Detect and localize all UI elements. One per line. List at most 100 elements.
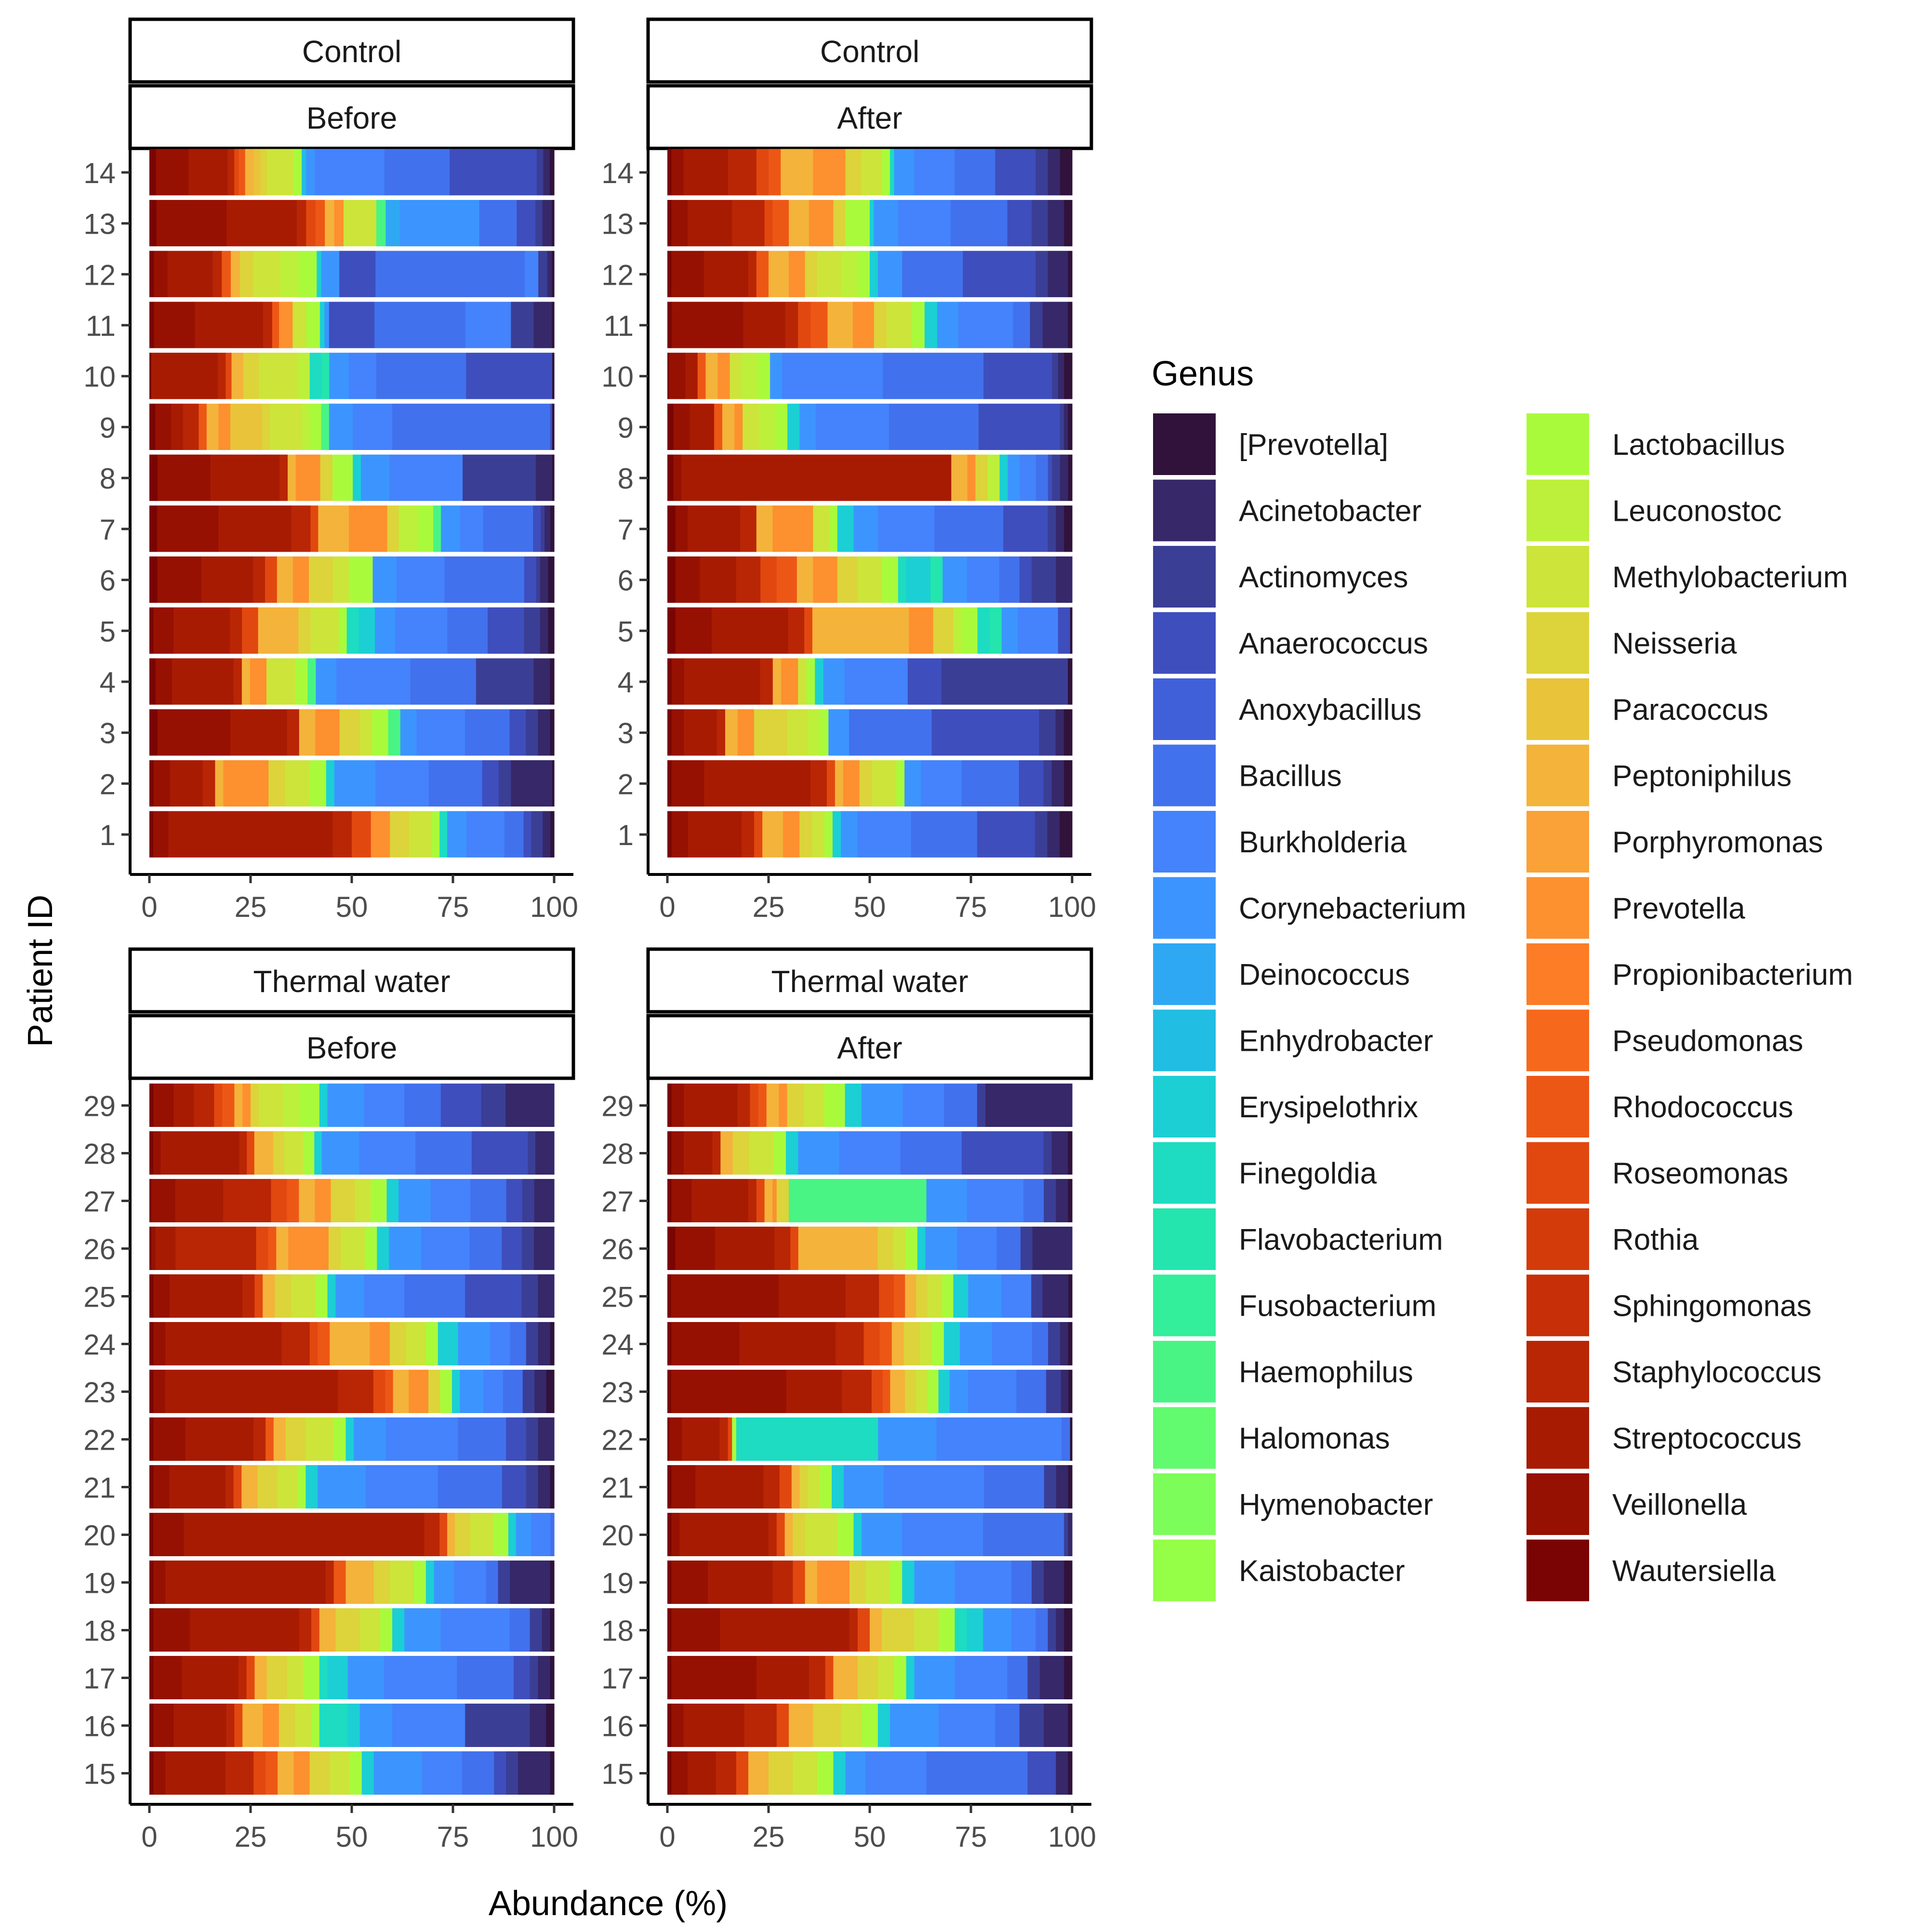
bar-segment-veillonella — [671, 1703, 684, 1748]
legend-swatch — [1153, 1274, 1216, 1337]
bar-segment-actinomyces — [521, 1274, 538, 1319]
bar-segment-roseomonas — [790, 1226, 799, 1271]
bar-segment-prevotella — [1068, 403, 1073, 451]
bar-segment-actinomyces — [526, 709, 538, 756]
bar-segment-wautersiella — [667, 607, 676, 654]
bar-segment-prevotella — [550, 1322, 555, 1366]
y-tick-label: 7 — [100, 514, 116, 546]
bar-segment-prevotella — [552, 403, 555, 451]
bar-segment-veillonella — [671, 1608, 720, 1653]
bar-segment-staphylococcus — [253, 1417, 266, 1462]
bar-segment-wautersiella — [149, 1226, 152, 1271]
bar-patient-29 — [149, 1083, 555, 1128]
bar-segment-staphylococcus — [242, 1274, 255, 1319]
bar-patient-13 — [667, 199, 1073, 247]
bar-segment-veillonella — [671, 1560, 708, 1605]
bar-segment-bacillus — [550, 1512, 555, 1557]
bar-segment-neisseria — [837, 556, 858, 604]
bar-segment-peptoniphilus — [234, 1083, 243, 1128]
bar-segment-peptoniphilus — [447, 1512, 455, 1557]
bar-segment-methylobacterium — [813, 505, 830, 553]
bar-segment-staphylococcus — [253, 556, 265, 604]
bar-segment-streptococcus — [691, 1178, 749, 1223]
bar-segment-veillonella — [153, 1131, 161, 1176]
bar-segment-veillonella — [671, 1512, 680, 1557]
bar-segment-bacillus — [934, 505, 1004, 553]
bar-segment-bacillus — [1016, 1369, 1047, 1414]
bar-segment-enhydrobacter — [302, 149, 306, 196]
bar-segment-streptococcus — [681, 454, 952, 502]
bar-segment-finegoldia — [439, 811, 448, 858]
bar-segment-prevotella — [967, 454, 976, 502]
bar-segment-streptococcus — [173, 607, 230, 654]
bar-segment-rhodococcus — [879, 1322, 892, 1366]
bar-segment-bacillus — [1062, 1417, 1071, 1462]
bar-segment-roseomonas — [310, 505, 318, 553]
bar-segment-neisseria — [849, 1560, 866, 1605]
bar-segment-staphylococcus — [332, 811, 352, 858]
bar-segment-anaerococcus — [482, 760, 499, 807]
bar-segment-anaerococcus — [488, 607, 524, 654]
legend-label: Burkholderia — [1239, 826, 1407, 859]
bar-segment-finegoldia — [736, 1417, 878, 1462]
bar-segment-roseomonas — [779, 1465, 792, 1509]
bar-segment-veillonella — [153, 1560, 166, 1605]
bar-segment-staphylococcus — [836, 1322, 864, 1366]
bar-segment-methylobacterium — [812, 811, 825, 858]
bar-segment-veillonella — [153, 1083, 174, 1128]
bar-segment-peptoniphilus — [231, 353, 244, 400]
y-tick-label: 24 — [601, 1329, 634, 1361]
legend-swatch — [1526, 1076, 1589, 1138]
bar-segment-roseomonas — [373, 1369, 385, 1414]
bar-segment-lactobacillus — [295, 658, 308, 705]
legend-label: Rhodococcus — [1612, 1091, 1793, 1124]
bar-segment-methylobacterium — [798, 658, 807, 705]
y-tick-label: 8 — [100, 463, 116, 495]
bar-segment-prevotella — [263, 1703, 279, 1748]
bar-segment-methylobacterium — [266, 658, 296, 705]
bar-segment-lactobacillus — [432, 811, 440, 858]
bar-segment-wautersiella — [149, 607, 154, 654]
legend-swatch — [1526, 1341, 1589, 1403]
bar-segment-wautersiella — [149, 1178, 152, 1223]
bar-segment-prevotella — [315, 1178, 332, 1223]
bar-segment-rhodococcus — [769, 149, 781, 196]
bar-segment-bacillus — [415, 1131, 472, 1176]
legend-item: Acinetobacter — [1153, 479, 1421, 542]
bar-segment-actinomyces — [526, 1322, 539, 1366]
bar-segment-prevotella — [843, 760, 860, 807]
bar-segment-anaerococcus — [502, 1465, 527, 1509]
legend-swatch — [1153, 1341, 1216, 1403]
legend-item: Staphylococcus — [1526, 1341, 1821, 1403]
bar-segment-corynebacterium — [321, 251, 340, 298]
y-tick-label: 7 — [618, 514, 634, 546]
legend-item: Kaistobacter — [1153, 1539, 1405, 1601]
bar-segment-prevotella — [717, 353, 730, 400]
bar-segment-staphylococcus — [212, 251, 222, 298]
bar-patient-22 — [667, 1417, 1073, 1462]
bar-segment-corynebacterium — [823, 658, 845, 705]
bar-segment-acinetobacter — [533, 302, 552, 349]
bar-segment-erysipelothrix — [361, 1751, 374, 1796]
bar-segment-neisseria — [331, 1178, 355, 1223]
bar-segment-prevotella — [550, 1751, 555, 1796]
bar-segment-roseomonas — [256, 1226, 269, 1271]
bar-segment-rhodococcus — [318, 1322, 330, 1366]
bar-patient-18 — [149, 1608, 555, 1653]
bar-segment-burkholderia — [364, 1083, 405, 1128]
y-tick-label: 8 — [618, 463, 634, 495]
legend-label: Porphyromonas — [1612, 826, 1823, 859]
bar-segment-bacillus — [392, 403, 551, 451]
bar-segment-haemophilus — [789, 1178, 927, 1223]
legend-item: Rhodococcus — [1526, 1076, 1793, 1138]
bar-segment-bacillus — [999, 556, 1020, 604]
bar-segment-streptococcus — [786, 1369, 842, 1414]
legend-item: Lactobacillus — [1526, 413, 1785, 475]
bar-segment-corynebacterium — [460, 1369, 484, 1414]
bar-segment-lactobacillus — [894, 1655, 907, 1700]
legend-item: Haemophilus — [1153, 1341, 1413, 1403]
bar-segment-prevotella — [552, 353, 555, 400]
bar-segment-wautersiella — [667, 1178, 672, 1223]
bar-segment-neisseria — [916, 1274, 928, 1319]
panel-ThermalAfter: Thermal water After 29 28 27 26 25 24 23 22 21 20 19… — [601, 947, 1096, 1853]
